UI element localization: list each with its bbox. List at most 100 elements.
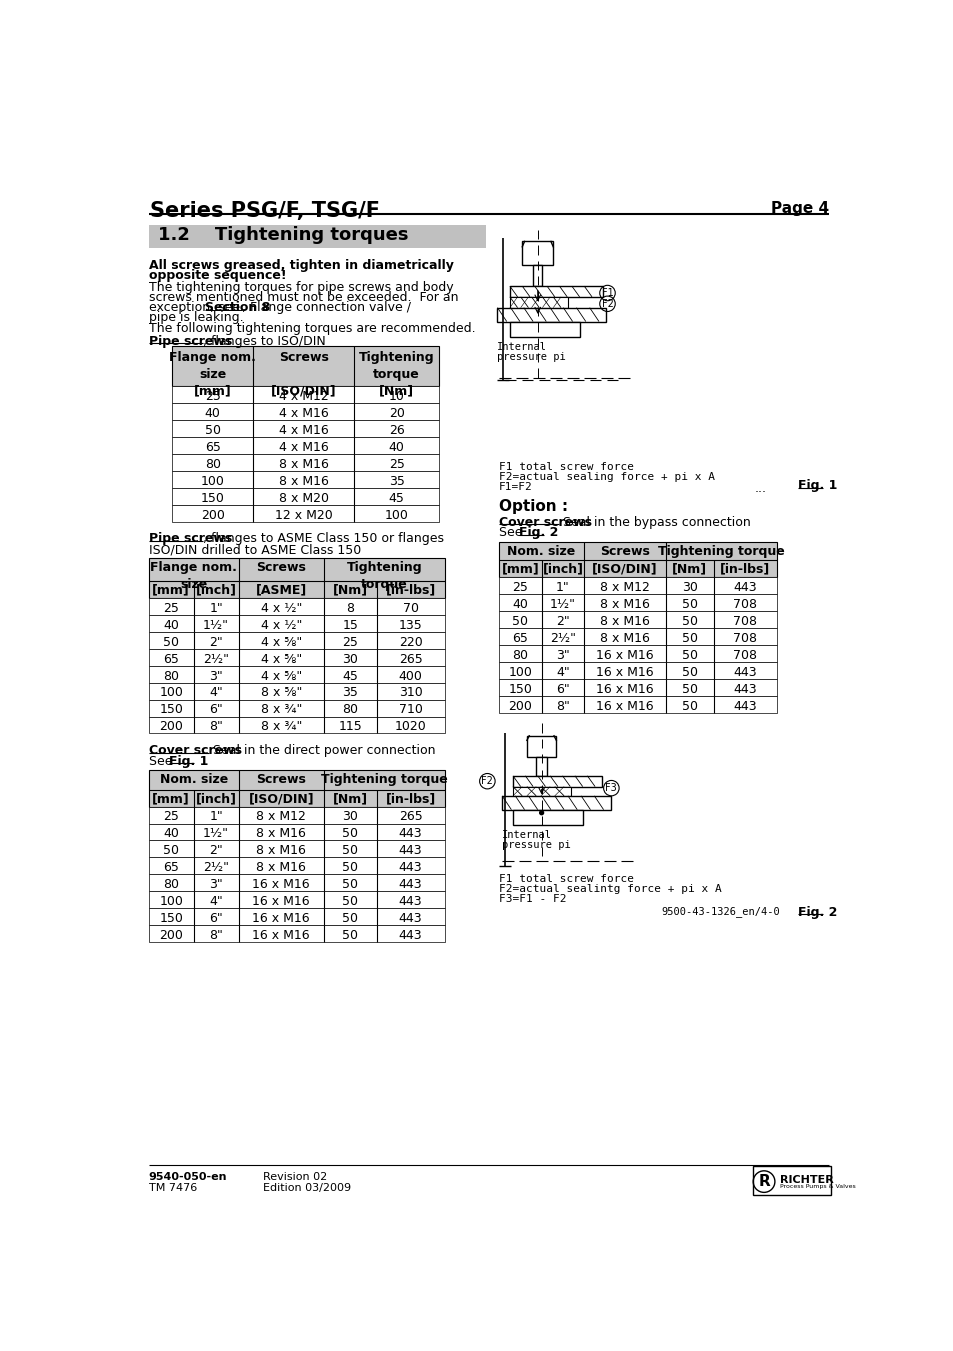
Text: 708: 708 xyxy=(733,598,757,611)
Text: [mm]: [mm] xyxy=(152,584,190,596)
Text: 16 x M16: 16 x M16 xyxy=(253,912,310,925)
Text: Pipe screws: Pipe screws xyxy=(149,532,232,546)
Text: 50: 50 xyxy=(342,862,357,874)
Text: Fig. 1: Fig. 1 xyxy=(169,755,208,767)
Text: 400: 400 xyxy=(398,670,422,682)
Text: 708: 708 xyxy=(733,648,757,662)
Text: [inch]: [inch] xyxy=(195,792,236,805)
Text: 4": 4" xyxy=(209,896,223,908)
Text: 2": 2" xyxy=(209,844,223,858)
Text: 1": 1" xyxy=(209,601,223,615)
Text: The tightening torques for pipe screws and body: The tightening torques for pipe screws a… xyxy=(149,281,453,293)
Text: 1": 1" xyxy=(556,581,569,594)
Text: Tightening torque: Tightening torque xyxy=(320,773,447,786)
Text: 4 x ½": 4 x ½" xyxy=(260,619,301,632)
Text: Option :: Option : xyxy=(498,499,568,513)
Text: 115: 115 xyxy=(338,720,362,734)
Text: 8 x ⅝": 8 x ⅝" xyxy=(260,686,301,700)
Text: 443: 443 xyxy=(398,896,422,908)
Text: Internal: Internal xyxy=(501,830,552,840)
Text: 443: 443 xyxy=(398,878,422,892)
Text: 8": 8" xyxy=(556,700,569,712)
Text: 8 x M16: 8 x M16 xyxy=(599,632,649,644)
Text: F3=F1 - F2: F3=F1 - F2 xyxy=(498,893,566,904)
Text: 8 x M12: 8 x M12 xyxy=(599,581,649,594)
Bar xyxy=(149,682,444,700)
Bar xyxy=(172,505,439,521)
Text: 16 x M16: 16 x M16 xyxy=(596,700,653,712)
Bar xyxy=(172,346,439,386)
Text: F1 total screw force: F1 total screw force xyxy=(498,874,634,884)
Bar xyxy=(149,807,444,824)
Text: F1: F1 xyxy=(601,288,613,299)
Text: 8 x M16: 8 x M16 xyxy=(278,458,328,470)
Text: 10: 10 xyxy=(389,390,404,403)
Bar xyxy=(498,696,777,713)
Text: 1½": 1½" xyxy=(203,827,229,840)
Text: , flanges to ISO/DIN: , flanges to ISO/DIN xyxy=(203,335,325,347)
Text: TM 7476: TM 7476 xyxy=(149,1183,196,1193)
Text: 25: 25 xyxy=(163,601,179,615)
Text: 16 x M16: 16 x M16 xyxy=(596,682,653,696)
Text: 1": 1" xyxy=(209,811,223,824)
Text: RICHTER: RICHTER xyxy=(779,1175,832,1185)
Text: 25: 25 xyxy=(389,458,404,470)
Text: 50: 50 xyxy=(681,666,697,678)
Bar xyxy=(149,226,485,249)
Text: Series PSG/F, TSG/F: Series PSG/F, TSG/F xyxy=(150,200,380,220)
Bar xyxy=(498,678,777,696)
Text: , Flange connection valve /: , Flange connection valve / xyxy=(242,301,411,313)
Text: 9540-050-en: 9540-050-en xyxy=(149,1173,227,1182)
Text: 16 x M16: 16 x M16 xyxy=(253,878,310,892)
Text: 8": 8" xyxy=(209,720,223,734)
Text: 16 x M16: 16 x M16 xyxy=(253,896,310,908)
Text: ...: ... xyxy=(754,482,766,496)
Text: 26: 26 xyxy=(389,424,404,436)
Bar xyxy=(497,308,605,322)
Text: 16 x M16: 16 x M16 xyxy=(253,929,310,942)
Text: 2½": 2½" xyxy=(203,862,229,874)
Text: Screws: Screws xyxy=(599,544,649,558)
Text: 1.2    Tightening torques: 1.2 Tightening torques xyxy=(158,226,408,245)
Text: 8 x M16: 8 x M16 xyxy=(278,474,328,488)
Text: 30: 30 xyxy=(342,653,357,666)
Text: F2: F2 xyxy=(481,777,493,786)
Text: 65: 65 xyxy=(163,862,179,874)
Text: 443: 443 xyxy=(398,844,422,858)
Bar xyxy=(498,542,777,577)
Text: 443: 443 xyxy=(733,581,757,594)
Text: 265: 265 xyxy=(398,653,422,666)
Text: 40: 40 xyxy=(163,827,179,840)
Text: 1½": 1½" xyxy=(549,598,576,611)
Text: 6": 6" xyxy=(209,704,223,716)
Text: 4 x ⅝": 4 x ⅝" xyxy=(260,653,301,666)
Bar xyxy=(149,908,444,925)
Text: exception, see: exception, see xyxy=(149,301,244,313)
Text: [ISO/DIN]: [ISO/DIN] xyxy=(592,562,657,576)
Bar xyxy=(149,892,444,908)
Bar xyxy=(149,840,444,858)
Text: ISO/DIN drilled to ASME Class 150: ISO/DIN drilled to ASME Class 150 xyxy=(149,543,360,557)
Text: [ASME]: [ASME] xyxy=(255,584,307,596)
Text: 310: 310 xyxy=(398,686,422,700)
Text: 50: 50 xyxy=(681,648,697,662)
Text: F2: F2 xyxy=(601,299,613,309)
Text: 443: 443 xyxy=(733,682,757,696)
Text: Edition 03/2009: Edition 03/2009 xyxy=(262,1183,351,1193)
Text: 65: 65 xyxy=(512,632,528,644)
Circle shape xyxy=(539,811,543,815)
Text: Cover screws: Cover screws xyxy=(498,516,592,528)
Text: [ISO/DIN]: [ISO/DIN] xyxy=(248,792,314,805)
Text: 12 x M20: 12 x M20 xyxy=(274,508,333,521)
Text: The following tightening torques are recommended.: The following tightening torques are rec… xyxy=(149,323,475,335)
Text: 4 x ⅝": 4 x ⅝" xyxy=(260,636,301,648)
Bar xyxy=(149,615,444,632)
Text: 50: 50 xyxy=(342,878,357,892)
Bar xyxy=(172,386,439,403)
Text: 2": 2" xyxy=(556,615,569,628)
Text: F2=actual sealing force + pi x A: F2=actual sealing force + pi x A xyxy=(498,473,714,482)
Bar xyxy=(498,594,777,611)
Text: 45: 45 xyxy=(389,492,404,505)
Text: 50: 50 xyxy=(681,632,697,644)
Text: 200: 200 xyxy=(159,929,183,942)
